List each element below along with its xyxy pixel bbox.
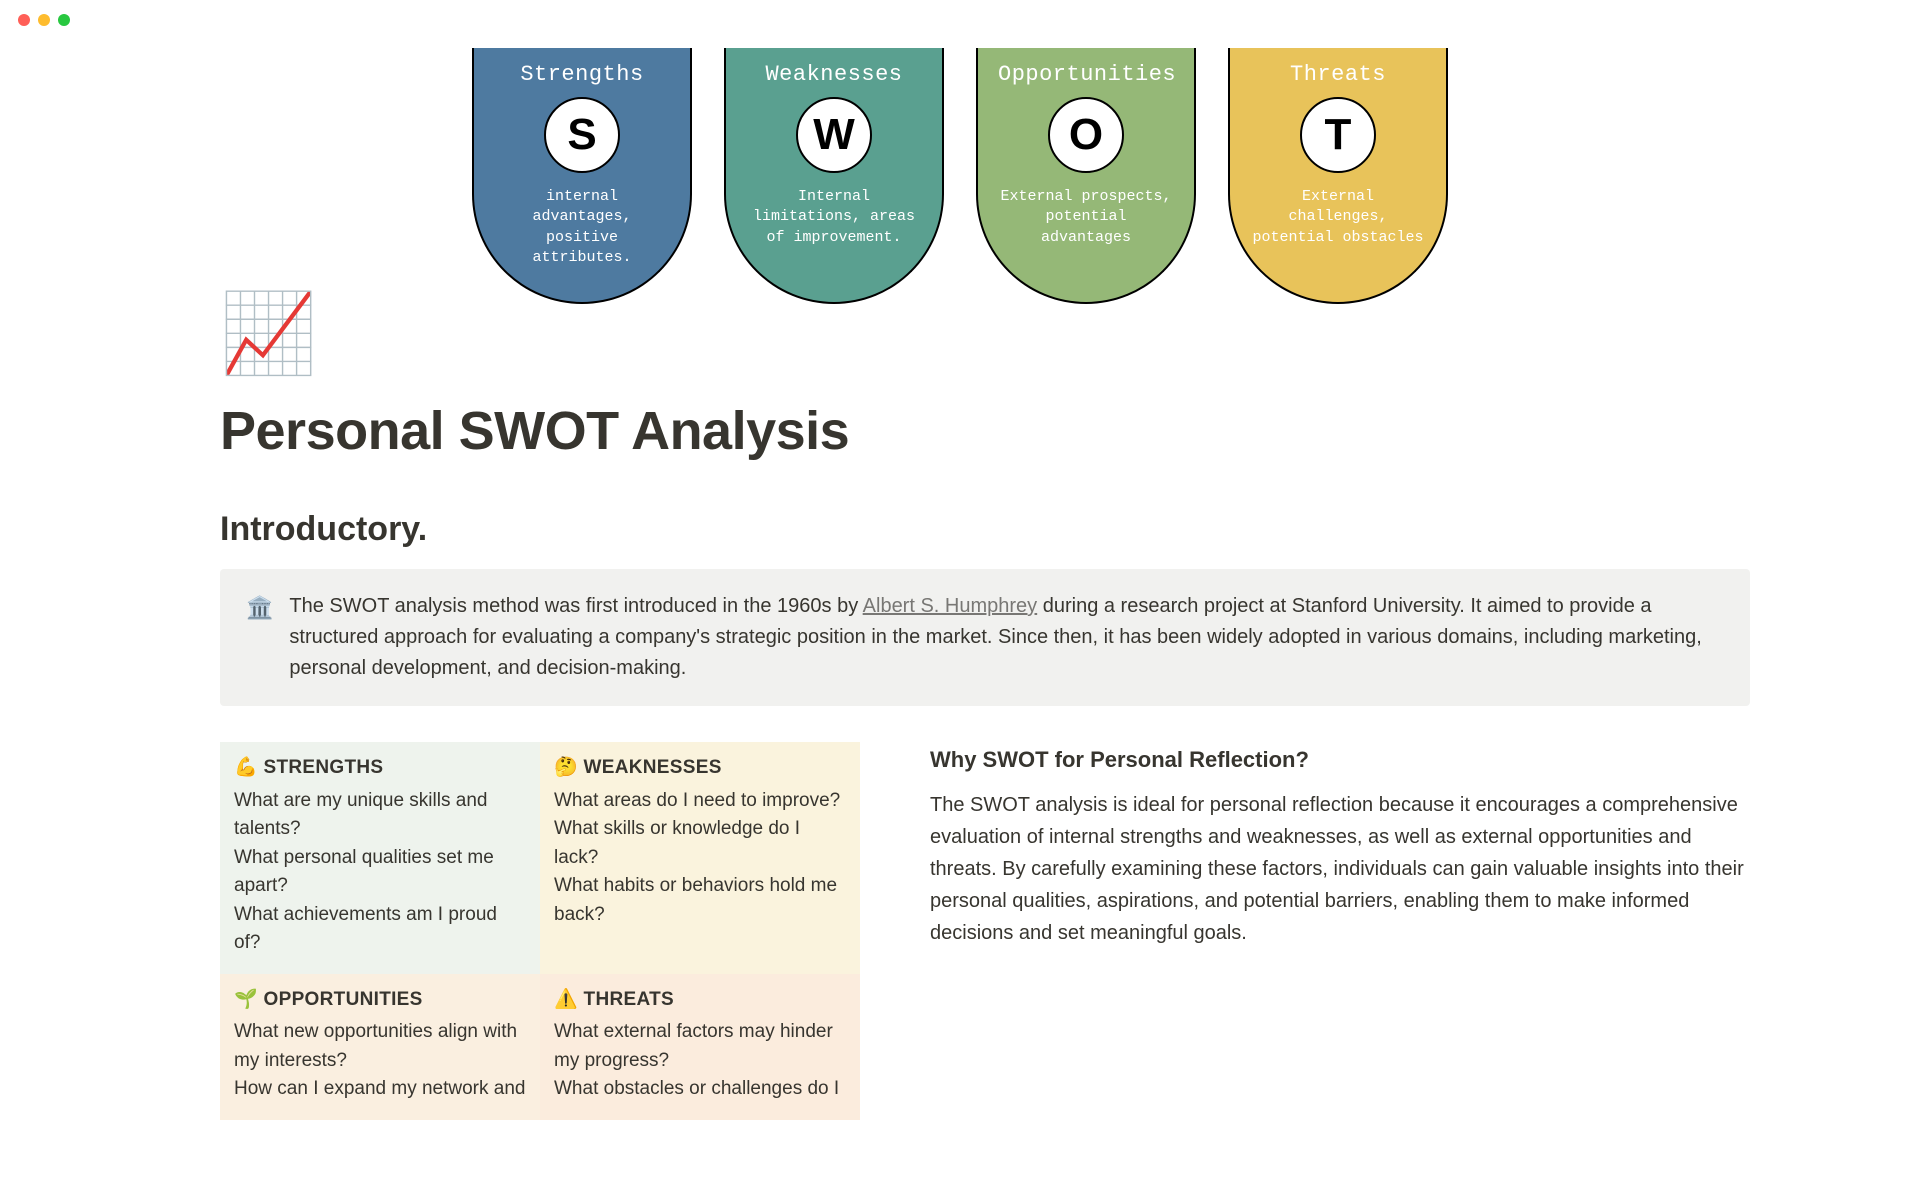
swot-card-threats: Threats T External challenges, potential… [1228,48,1448,304]
grid-line: What skills or knowledge do I lack? [554,815,846,872]
page-content: 📈 Personal SWOT Analysis Introductory. 🏛… [130,294,1790,1120]
window-titlebar [0,0,1920,40]
swot-card-title: Threats [1250,62,1426,87]
swot-card-title: Weaknesses [746,62,922,87]
grid-cell-weaknesses[interactable]: 🤔 WEAKNESSES What areas do I need to imp… [540,742,860,974]
close-icon[interactable] [18,14,30,26]
swot-card-letter: O [1048,97,1124,173]
swot-card-desc: internal advantages, positive attributes… [494,187,670,268]
grid-line: What external factors may hinder my prog… [554,1018,846,1075]
page-icon[interactable]: 📈 [220,294,1750,372]
swot-card-desc: External prospects, potential advantages [998,187,1174,248]
swot-grid: 💪 STRENGTHS What are my unique skills an… [220,742,860,1120]
grid-line: How can I expand my network and [234,1075,526,1104]
swot-card-title: Opportunities [998,62,1174,87]
reflection-column[interactable]: Why SWOT for Personal Reflection? The SW… [930,742,1750,1120]
grid-cell-threats[interactable]: ⚠️ THREATS What external factors may hin… [540,974,860,1120]
bank-icon: 🏛️ [246,591,273,684]
grid-cell-strengths[interactable]: 💪 STRENGTHS What are my unique skills an… [220,742,540,974]
grid-cell-opportunities[interactable]: 🌱 OPPORTUNITIES What new opportunities a… [220,974,540,1120]
page-title[interactable]: Personal SWOT Analysis [220,400,1750,462]
swot-card-letter: T [1300,97,1376,173]
grid-line: What areas do I need to improve? [554,787,846,816]
reflection-body: The SWOT analysis is ideal for personal … [930,789,1750,949]
grid-line: What new opportunities align with my int… [234,1018,526,1075]
swot-card-title: Strengths [494,62,670,87]
swot-card-strengths: Strengths S internal advantages, positiv… [472,48,692,304]
callout-text-before: The SWOT analysis method was first intro… [289,595,862,617]
callout-link[interactable]: Albert S. Humphrey [863,595,1038,617]
grid-head-weaknesses: 🤔 WEAKNESSES [554,754,846,783]
grid-line: What habits or behaviors hold me back? [554,872,846,929]
grid-line: What personal qualities set me apart? [234,844,526,901]
lower-columns: 💪 STRENGTHS What are my unique skills an… [220,742,1750,1120]
grid-head-opportunities: 🌱 OPPORTUNITIES [234,986,526,1015]
grid-line: What obstacles or challenges do I [554,1075,846,1104]
grid-head-strengths: 💪 STRENGTHS [234,754,526,783]
intro-callout[interactable]: 🏛️ The SWOT analysis method was first in… [220,569,1750,706]
section-heading-intro[interactable]: Introductory. [220,510,1750,549]
swot-card-letter: S [544,97,620,173]
minimize-icon[interactable] [38,14,50,26]
reflection-heading: Why SWOT for Personal Reflection? [930,742,1750,777]
swot-card-letter: W [796,97,872,173]
swot-card-weaknesses: Weaknesses W Internal limitations, areas… [724,48,944,304]
grid-line: What are my unique skills and talents? [234,787,526,844]
swot-card-desc: Internal limitations, areas of improveme… [746,187,922,248]
swot-card-desc: External challenges, potential obstacles [1250,187,1426,248]
swot-card-opportunities: Opportunities O External prospects, pote… [976,48,1196,304]
maximize-icon[interactable] [58,14,70,26]
grid-line: What achievements am I proud of? [234,901,526,958]
callout-text: The SWOT analysis method was first intro… [289,591,1724,684]
grid-head-threats: ⚠️ THREATS [554,986,846,1015]
